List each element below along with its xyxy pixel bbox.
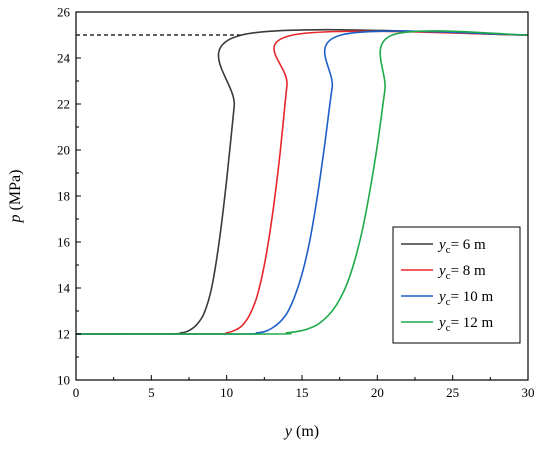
x-tick-label: 20 bbox=[371, 385, 384, 400]
axes: 0 5 10 15 20 25 30 10 12 14 16 18 20 22 24 26 bbox=[57, 5, 535, 401]
legend-label-1: yc= 6 m bbox=[437, 237, 486, 256]
x-tick-label: 30 bbox=[522, 385, 535, 400]
x-tick-label: 0 bbox=[73, 385, 80, 400]
y-tick-label: 22 bbox=[57, 97, 70, 112]
y-tick-label: 16 bbox=[57, 235, 71, 250]
legend-box bbox=[392, 226, 521, 344]
x-axis-title: y (m) bbox=[283, 423, 319, 440]
y-axis-var: p bbox=[7, 214, 24, 223]
series-line-1 bbox=[75, 28, 529, 335]
x-tick-label: 25 bbox=[446, 385, 459, 400]
x-axis-unit: (m) bbox=[292, 423, 319, 440]
x-axis-var: y bbox=[283, 423, 293, 440]
series-line-3 bbox=[75, 30, 529, 335]
x-tick-label: 15 bbox=[296, 385, 309, 400]
plot-area bbox=[75, 28, 529, 335]
y-axis-title: p (MPa) bbox=[7, 170, 24, 224]
y-tick-label: 20 bbox=[57, 143, 70, 158]
legend-label-4: yc= 12 m bbox=[437, 315, 494, 334]
legend: yc= 6 m yc= 8 m yc= 10 m yc= 12 m bbox=[392, 226, 521, 344]
series-line-2 bbox=[75, 30, 529, 335]
legend-label-2: yc= 8 m bbox=[437, 263, 486, 282]
series-line-4 bbox=[75, 30, 529, 335]
y-tick-label: 24 bbox=[57, 51, 71, 66]
y-tick-label: 14 bbox=[57, 281, 71, 296]
y-tick-label: 12 bbox=[57, 327, 70, 342]
y-tick-label: 26 bbox=[57, 5, 71, 20]
x-tick-label: 5 bbox=[148, 385, 155, 400]
y-axis-unit: (MPa) bbox=[7, 170, 24, 215]
x-tick-label: 10 bbox=[220, 385, 233, 400]
y-tick-label: 10 bbox=[57, 373, 70, 388]
y-tick-label: 18 bbox=[57, 189, 70, 204]
legend-label-3: yc= 10 m bbox=[437, 289, 494, 308]
